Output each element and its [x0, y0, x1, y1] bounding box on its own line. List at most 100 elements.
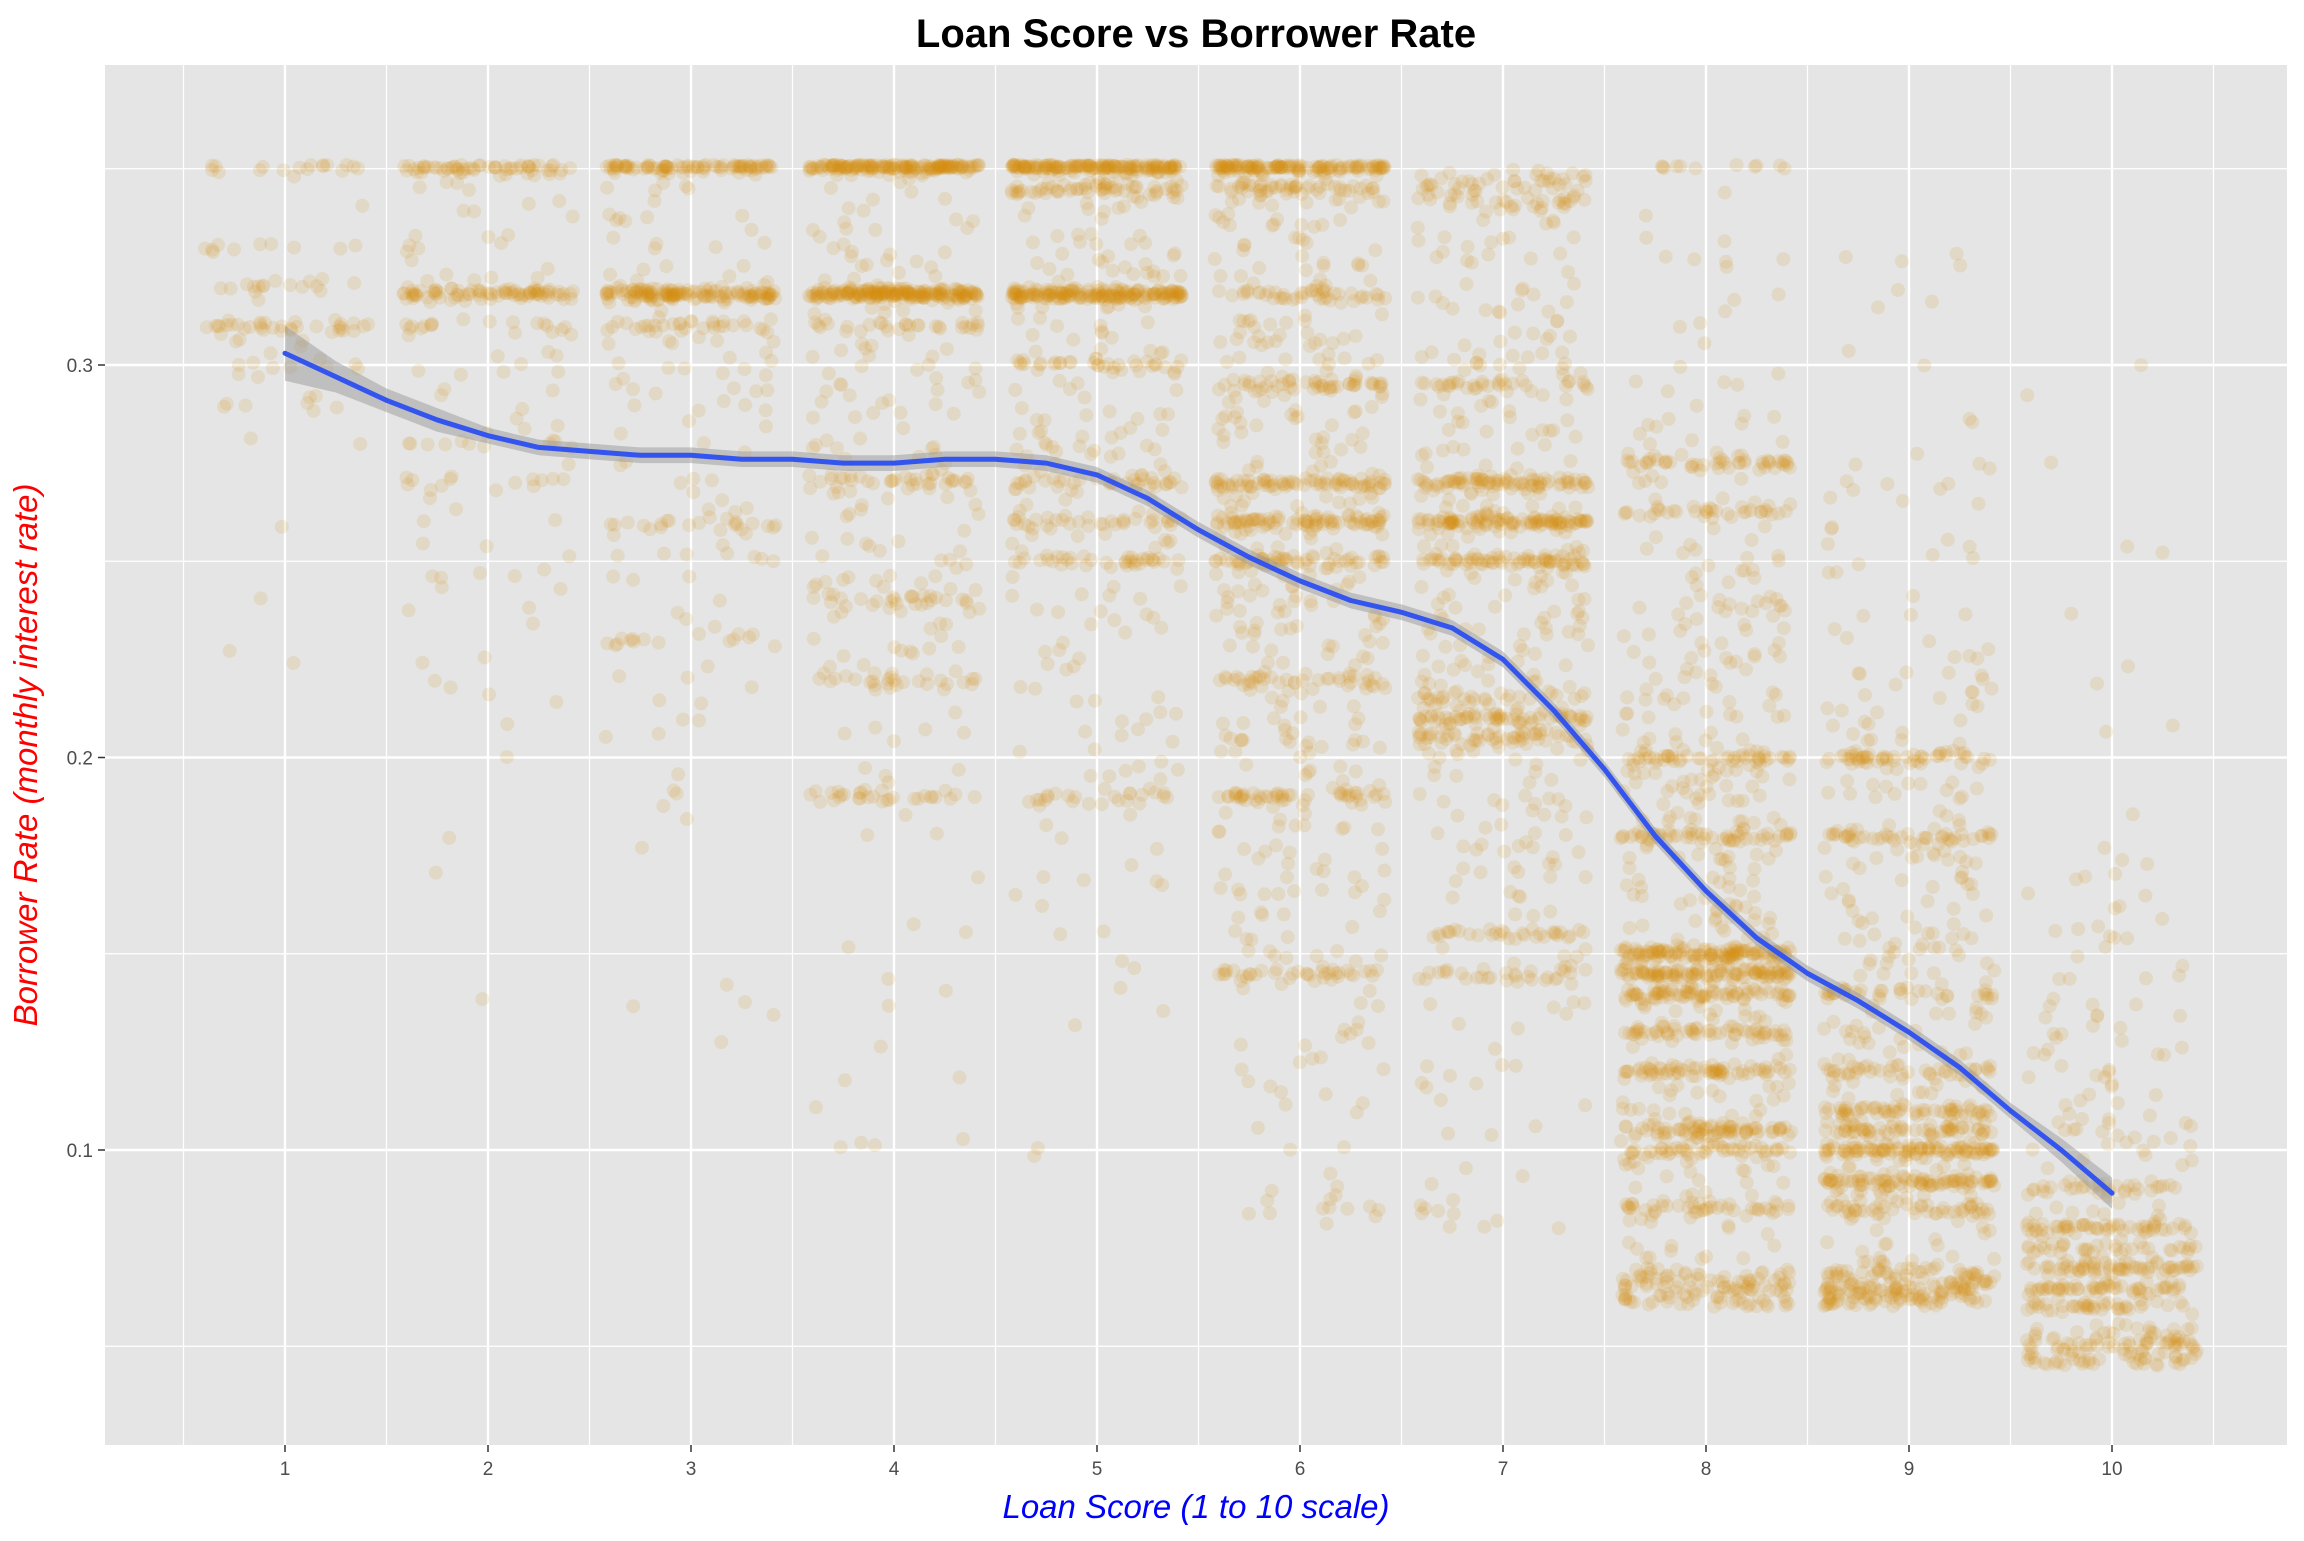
data-point	[1038, 645, 1052, 659]
data-point	[1064, 182, 1078, 196]
data-point	[1556, 368, 1570, 382]
data-point	[1243, 375, 1257, 389]
data-point	[1228, 745, 1242, 759]
data-point	[1209, 208, 1223, 222]
data-point	[1552, 517, 1566, 531]
data-point	[1212, 284, 1226, 298]
data-point	[819, 385, 833, 399]
data-point	[458, 294, 472, 308]
data-point	[1295, 218, 1309, 232]
data-point	[821, 317, 835, 331]
data-point	[838, 727, 852, 741]
data-point	[1094, 319, 1108, 333]
data-point	[1154, 755, 1168, 769]
data-point	[1437, 795, 1451, 809]
data-point	[1449, 601, 1463, 615]
data-point	[1352, 570, 1366, 584]
data-point	[1457, 443, 1471, 457]
data-point	[1783, 772, 1797, 786]
data-point	[1578, 513, 1592, 527]
data-point	[1443, 1069, 1457, 1083]
data-point	[1046, 159, 1060, 173]
data-point	[1283, 735, 1297, 749]
data-point	[405, 253, 419, 267]
data-point	[1157, 555, 1171, 569]
data-point	[1084, 447, 1098, 461]
data-point	[508, 476, 522, 490]
data-point	[1420, 460, 1434, 474]
data-point	[1378, 864, 1392, 878]
data-point	[938, 245, 952, 259]
data-point	[563, 161, 577, 175]
data-point	[612, 669, 626, 683]
data-point	[1715, 636, 1729, 650]
data-point	[489, 161, 503, 175]
data-point	[1271, 540, 1285, 554]
data-point	[682, 414, 696, 428]
data-point	[1233, 604, 1247, 618]
data-point	[480, 539, 494, 553]
data-point	[1325, 418, 1339, 432]
data-point	[854, 1136, 868, 1150]
data-point	[445, 281, 459, 295]
data-point	[602, 337, 616, 351]
data-point	[650, 237, 664, 251]
data-point	[1134, 469, 1148, 483]
data-point	[940, 490, 954, 504]
data-point	[676, 713, 690, 727]
data-point	[1413, 728, 1427, 742]
data-point	[310, 319, 324, 333]
data-point	[1555, 346, 1569, 360]
data-point	[1442, 557, 1456, 571]
data-point	[737, 286, 751, 300]
data-point	[1355, 879, 1369, 893]
data-point	[314, 284, 328, 298]
data-point	[1131, 412, 1145, 426]
data-point	[320, 158, 334, 172]
data-point	[429, 866, 443, 880]
data-point	[1279, 1098, 1293, 1112]
data-point	[717, 394, 731, 408]
data-point	[1463, 695, 1477, 709]
data-point	[1494, 686, 1508, 700]
data-point	[599, 730, 613, 744]
data-point	[965, 677, 979, 691]
data-point	[1506, 349, 1520, 363]
data-point	[714, 1035, 728, 1049]
data-point	[1493, 378, 1507, 392]
data-point	[1273, 328, 1287, 342]
data-point	[1078, 391, 1092, 405]
data-point	[1220, 355, 1234, 369]
data-point	[1289, 180, 1303, 194]
data-point	[1271, 606, 1285, 620]
data-point	[827, 610, 841, 624]
data-point	[1070, 695, 1084, 709]
data-point	[1451, 514, 1465, 528]
data-point	[838, 1073, 852, 1087]
data-point	[603, 268, 617, 282]
data-point	[1575, 689, 1589, 703]
data-point	[930, 827, 944, 841]
data-point	[1552, 501, 1566, 515]
data-point	[1041, 657, 1055, 671]
data-point	[1324, 384, 1338, 398]
data-point	[514, 357, 528, 371]
data-point	[1469, 1077, 1483, 1091]
data-point	[1495, 1058, 1509, 1072]
data-point	[1363, 784, 1377, 798]
data-point	[1303, 559, 1317, 573]
data-point	[1539, 723, 1553, 737]
data-point	[855, 359, 869, 373]
data-point	[1415, 512, 1429, 526]
data-point	[1114, 291, 1128, 305]
data-point	[1776, 1176, 1790, 1190]
data-point	[659, 287, 673, 301]
data-point	[843, 388, 857, 402]
data-point	[1211, 509, 1225, 523]
data-point	[1485, 551, 1499, 565]
data-point	[562, 457, 576, 471]
data-point	[526, 472, 540, 486]
data-point	[1700, 705, 1714, 719]
data-point	[1035, 899, 1049, 913]
data-point	[264, 346, 278, 360]
